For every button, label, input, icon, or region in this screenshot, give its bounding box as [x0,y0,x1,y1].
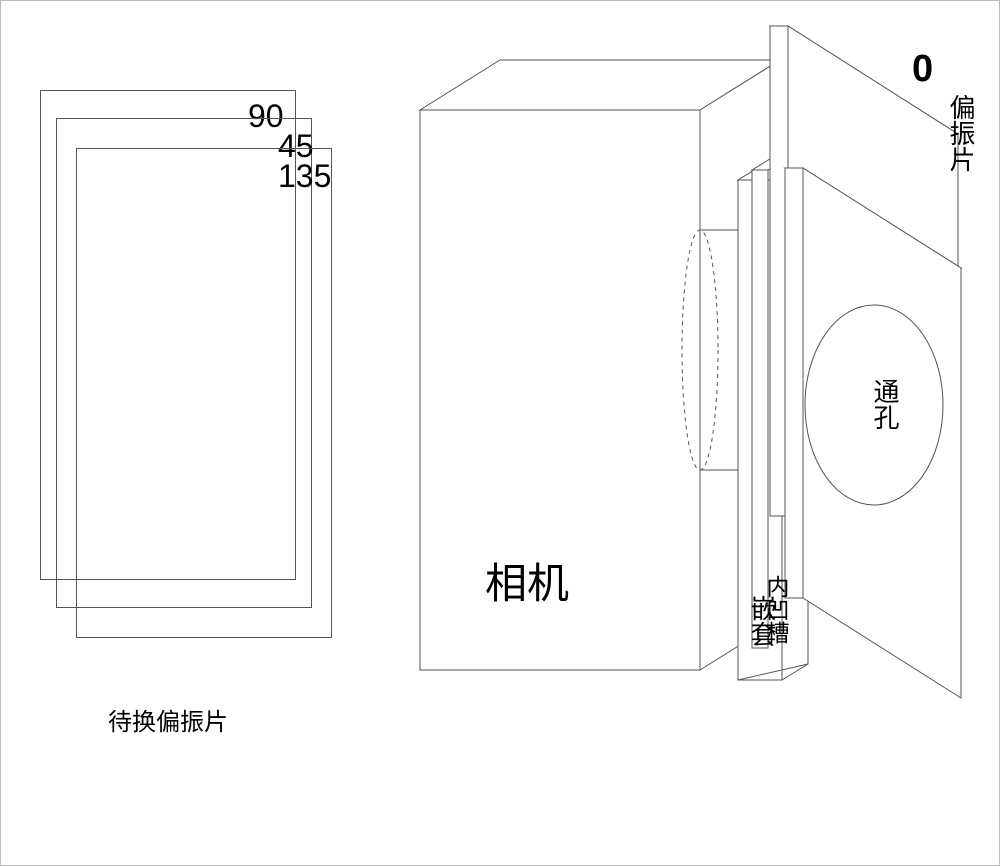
polarizer-0-text: 偏振片 [942,94,979,172]
camera-label: 相机 [485,550,569,611]
polarizer-0-num: 0 [912,48,933,91]
camera-box [420,60,780,670]
diagram-canvas: 90 45 135 待换偏振片 [0,0,1000,866]
aperture-label: 通孔 [866,378,903,430]
right-assembly-svg [0,0,1000,866]
insert-label-inner: 内凹槽 [758,575,792,644]
